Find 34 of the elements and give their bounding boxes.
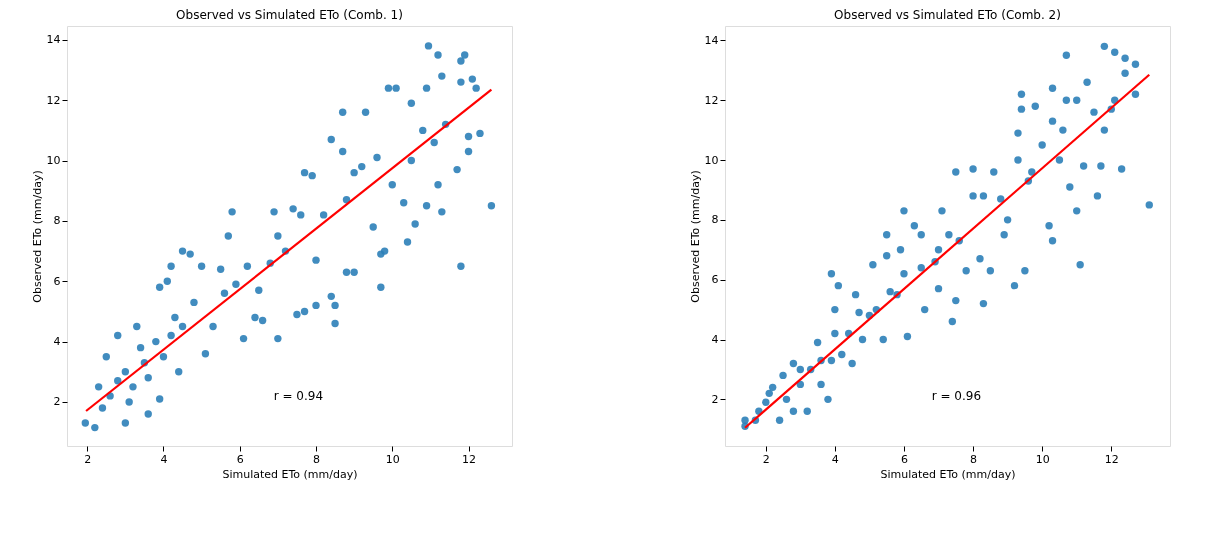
x-tick-label: 2 [84,452,92,466]
x-axis-title: Simulated ETo (mm/day) [880,467,1016,481]
x-tick-label: 8 [970,452,978,466]
y-tick-label: 12 [46,93,61,107]
x-tick-label: 8 [313,452,320,466]
y-tick-label: 2 [53,395,61,409]
y-tick-label: 10 [704,153,719,167]
y-tick-label: 6 [53,274,61,288]
y-axis-title: Observed ETo (mm/day) [30,170,44,303]
y-tick-label: 14 [704,33,719,47]
chart-title: Observed vs Simulated ETo (Comb. 1) [176,8,403,22]
y-axis-title: Observed ETo (mm/day) [688,170,702,303]
y-tick-label: 4 [53,335,61,349]
x-tick-label: 12 [1104,452,1119,466]
y-tick-label: 4 [711,333,719,346]
chart-title: Observed vs Simulated ETo (Comb. 2) [834,8,1061,22]
y-tick-label: 8 [53,214,61,228]
x-tick-label: 6 [900,452,908,466]
x-tick-label: 6 [236,452,244,466]
x-tick-label: 2 [762,452,770,466]
annotation: r = 0.96 [931,388,982,403]
y-tick-label: 14 [46,33,61,47]
y-tick-label: 10 [46,154,61,168]
x-axis-title: Simulated ETo (mm/day) [222,467,358,481]
x-tick-label: 10 [1035,452,1050,466]
y-tick-label: 6 [711,273,719,287]
x-tick-label: 10 [385,452,400,466]
y-tick-label: 2 [711,392,719,406]
x-tick-label: 4 [831,452,839,466]
annotation: r = 0.94 [273,388,324,403]
y-tick-label: 12 [704,93,719,107]
x-tick-label: 12 [462,452,477,466]
x-tick-label: 4 [160,452,168,466]
y-tick-label: 8 [711,213,719,227]
